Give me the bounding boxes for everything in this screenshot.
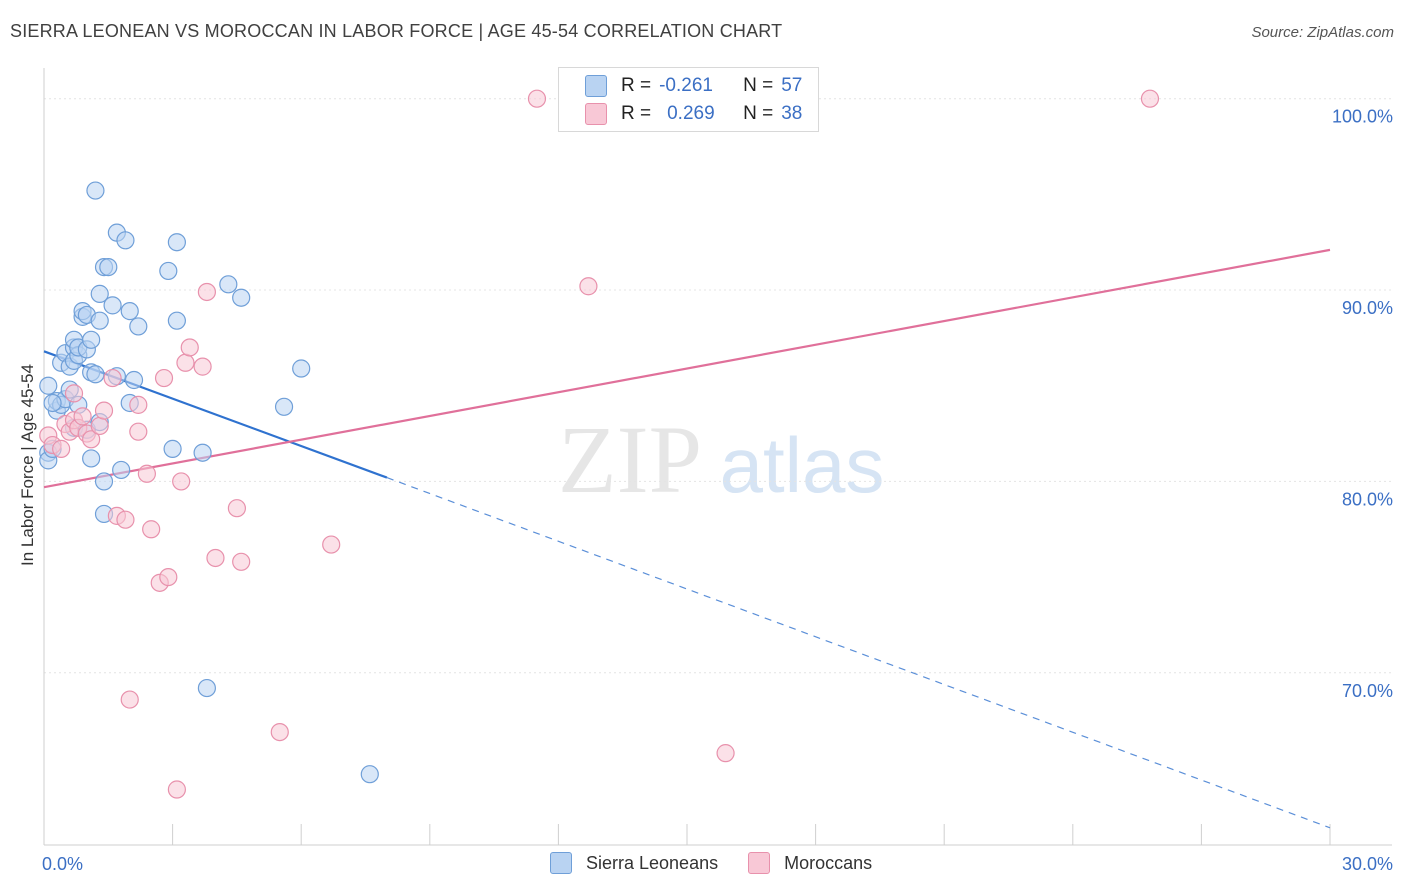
data-point	[124, 370, 144, 390]
data-point	[716, 744, 735, 763]
data-point	[120, 302, 139, 321]
data-point	[103, 296, 122, 315]
data-point	[129, 395, 148, 414]
data-point	[167, 233, 186, 252]
data-point	[167, 311, 186, 330]
data-point	[232, 552, 251, 571]
data-point	[94, 401, 114, 420]
data-point	[137, 464, 156, 483]
legend-row-sierra-leoneans: R = -0.261 N = 57	[585, 73, 802, 99]
y-tick-label: 80.0%	[1342, 489, 1393, 509]
data-point	[527, 89, 547, 108]
legend-swatch-pink	[585, 103, 607, 125]
legend-n-value: 57	[781, 75, 803, 96]
data-point	[120, 690, 139, 709]
gridlines	[44, 98, 1392, 674]
data-point	[1140, 89, 1160, 108]
data-point	[197, 678, 216, 698]
chart-title: SIERRA LEONEAN VS MOROCCAN IN LABOR FORC…	[10, 21, 783, 41]
correlation-legend: R = -0.261 N = 57 R = 0.269 N = 38	[558, 67, 819, 132]
data-point	[90, 311, 109, 330]
series-swatch-blue	[550, 852, 572, 874]
series-legend-sierra-leoneans: Sierra Leoneans	[550, 852, 718, 874]
legend-n-label: N =	[743, 75, 774, 96]
series-label: Sierra Leoneans	[586, 852, 719, 873]
source-label: Source: ZipAtlas.com	[1251, 24, 1394, 41]
data-point	[274, 397, 294, 416]
data-point	[193, 357, 212, 376]
legend-r-value: -0.261	[659, 75, 713, 96]
data-point	[103, 368, 122, 388]
x-tick-label: 0.0%	[42, 854, 83, 874]
data-point	[292, 359, 311, 378]
legend-r-value: 0.269	[667, 103, 715, 124]
series-label: Moroccans	[784, 852, 873, 873]
data-point	[116, 231, 135, 250]
data-point	[159, 567, 178, 587]
legend-r-label: R =	[621, 103, 652, 124]
data-point	[73, 407, 92, 426]
tick-labels: 70.0% 80.0% 90.0% 100.0% 0.0% 30.0%	[42, 107, 1393, 874]
data-point	[193, 443, 212, 462]
data-point	[232, 288, 251, 307]
data-point	[112, 460, 131, 480]
data-point	[322, 535, 341, 554]
data-point	[206, 548, 225, 568]
data-point	[43, 393, 62, 413]
watermark-atlas: atlas	[720, 421, 885, 509]
data-point	[52, 439, 71, 458]
y-tick-label: 100.0%	[1332, 107, 1393, 127]
data-point	[172, 472, 191, 491]
data-point	[86, 365, 105, 384]
data-points	[39, 89, 1160, 799]
x-tick-label: 30.0%	[1342, 854, 1393, 874]
data-point	[99, 257, 118, 277]
data-point	[94, 472, 114, 491]
data-point	[159, 261, 178, 281]
data-point	[579, 277, 598, 296]
data-point	[82, 449, 101, 468]
data-point	[39, 376, 58, 395]
y-tick-label: 70.0%	[1342, 681, 1393, 701]
legend-row-moroccans: R = 0.269 N = 38	[585, 101, 802, 127]
watermark-zip: ZIP	[558, 406, 702, 513]
data-point	[129, 422, 148, 441]
data-point	[116, 510, 135, 529]
data-point	[270, 722, 289, 742]
data-point	[129, 317, 148, 336]
trend-line-moroccans	[43, 248, 1331, 489]
data-point	[176, 353, 195, 372]
data-point	[180, 338, 199, 357]
trend-line-sierra-leoneans-extension	[386, 477, 1331, 829]
trend-lines	[43, 248, 1331, 829]
data-point	[154, 368, 174, 388]
data-point	[90, 284, 109, 303]
legend-r-label: R =	[621, 75, 652, 96]
data-point	[82, 330, 101, 349]
data-point	[64, 384, 84, 403]
data-point	[163, 439, 182, 458]
series-legend-moroccans: Moroccans	[748, 852, 872, 874]
y-axis-label: In Labor Force | Age 45-54	[18, 364, 37, 566]
legend-n-value: 38	[781, 103, 803, 124]
data-point	[227, 499, 246, 518]
data-point	[86, 181, 105, 200]
legend-n-label: N =	[743, 103, 774, 124]
data-point	[167, 780, 186, 799]
data-point	[82, 430, 101, 449]
legend-swatch-blue	[585, 75, 607, 97]
watermark: ZIP atlas	[558, 406, 884, 513]
data-point	[142, 520, 161, 539]
axes	[43, 68, 1392, 846]
data-point	[360, 765, 379, 784]
data-point	[219, 275, 238, 294]
data-point	[90, 416, 109, 436]
y-tick-label: 90.0%	[1342, 298, 1393, 318]
series-legend: Sierra Leoneans Moroccans	[550, 852, 902, 874]
series-swatch-pink	[748, 852, 771, 874]
data-point	[197, 282, 216, 302]
